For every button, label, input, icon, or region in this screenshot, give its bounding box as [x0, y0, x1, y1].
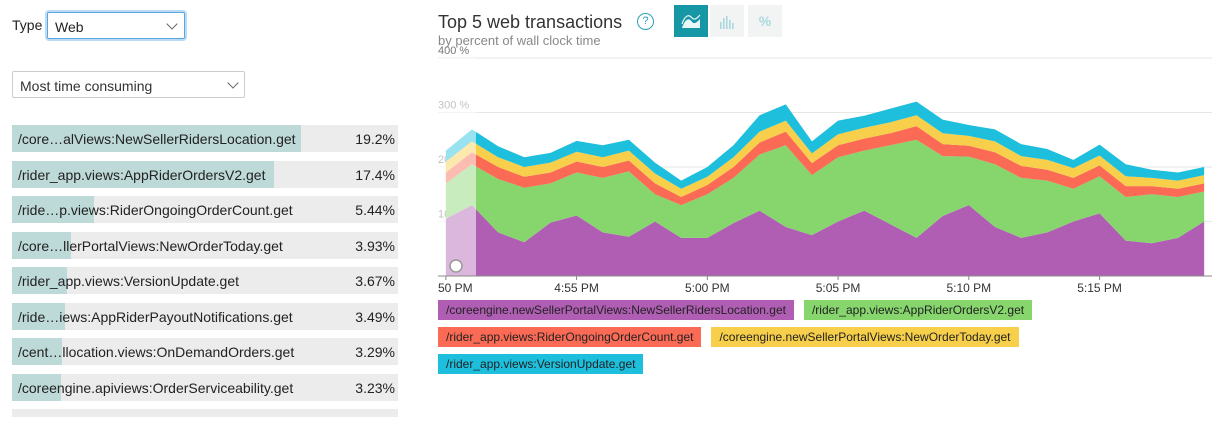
- transaction-percent: 3.49%: [355, 308, 395, 325]
- transaction-name: /ride…iews:AppRiderPayoutNotifications.g…: [18, 308, 293, 325]
- transaction-name: /core…llerPortalViews:NewOrderToday.get: [18, 237, 283, 254]
- transaction-percent: 17.4%: [355, 166, 395, 183]
- area-series: [445, 115, 1205, 197]
- transaction-percent: 3.67%: [355, 273, 395, 289]
- transaction-name: /cent…llocation.views:OnDemandOrders.get: [18, 344, 295, 360]
- transaction-share-bar: [12, 231, 71, 259]
- area-series: [445, 126, 1205, 206]
- transaction-row[interactable]: /cent…llocation.views:OnDemandOrders.get…: [12, 338, 398, 365]
- transaction-percent: 5.44%: [355, 202, 395, 218]
- chart-subtitle: by percent of wall clock time: [438, 33, 601, 48]
- x-tick-label: 5:05 PM: [816, 281, 861, 295]
- transaction-row[interactable]: /core…alViews:NewSellerRidersLocation.ge…: [12, 125, 398, 152]
- transaction-share-bar: [12, 302, 65, 330]
- x-tick-label: 50 PM: [438, 281, 473, 295]
- type-select[interactable]: Web: [47, 12, 185, 39]
- transaction-name: /rider_app.views:VersionUpdate.get: [18, 273, 240, 289]
- x-tick-label: 5:10 PM: [946, 281, 991, 295]
- transaction-share-bar: [12, 338, 62, 365]
- legend-item[interactable]: /coreengine.newSellerPortalViews:NewSell…: [438, 300, 794, 320]
- transaction-row[interactable]: /core…llerPortalViews:NewOrderToday.get 3…: [12, 231, 398, 259]
- transaction-name: /core…alViews:NewSellerRidersLocation.ge…: [18, 131, 296, 147]
- selection-overlay: [438, 58, 476, 276]
- sort-select-value: Most time consuming: [20, 78, 153, 94]
- transaction-row[interactable]: /rider_app.views:AppRiderOrdersV2.get 17.…: [12, 160, 398, 188]
- y-tick-label: 400 %: [438, 45, 469, 57]
- transaction-share-bar: [12, 160, 274, 188]
- x-tick-label: 4:55 PM: [554, 281, 599, 295]
- transaction-share-bar: [12, 267, 67, 294]
- transaction-row[interactable]: /rider_app.views:VersionUpdate.get 3.67%: [12, 267, 398, 294]
- bar-chart-view-button[interactable]: [710, 5, 744, 37]
- transaction-percent: 3.29%: [355, 344, 395, 360]
- sort-select[interactable]: Most time consuming: [12, 71, 245, 98]
- area-series: [445, 205, 1205, 276]
- x-tick-label: 5:00 PM: [685, 281, 730, 295]
- transaction-name: /ride…p.views:RiderOngoingOrderCount.get: [18, 202, 293, 218]
- chart-title: Top 5 web transactions: [438, 12, 623, 32]
- legend-item[interactable]: /rider_app.views:RiderOngoingOrderCount.…: [438, 327, 702, 347]
- drag-handle-icon: [449, 259, 463, 273]
- area-series: [445, 101, 1205, 189]
- transaction-row[interactable]: /ride…p.views:RiderOngoingOrderCount.get…: [12, 196, 398, 223]
- transaction-row[interactable]: /ride…iews:AppRiderPayoutNotifications.g…: [12, 302, 398, 330]
- area-chart-icon: [681, 14, 701, 28]
- area-series: [445, 139, 1205, 244]
- x-tick-label: 5:15 PM: [1077, 281, 1122, 295]
- help-icon[interactable]: ?: [637, 13, 654, 30]
- transaction-row[interactable]: /coreengine.apiviews:OrderServiceability…: [12, 373, 398, 401]
- bar-chart-icon: [720, 16, 734, 29]
- transaction-share-bar: [12, 373, 61, 401]
- legend-item[interactable]: /coreengine.newSellerPortalViews:NewOrde…: [711, 327, 1019, 347]
- percent-view-button[interactable]: %: [748, 5, 782, 37]
- transaction-name: /rider_app.views:AppRiderOrdersV2.get: [18, 166, 266, 183]
- transaction-percent: 3.23%: [355, 379, 395, 396]
- transaction-row[interactable]: [12, 409, 398, 417]
- type-select-value: Web: [55, 19, 84, 35]
- transaction-percent: 3.93%: [355, 237, 395, 254]
- transaction-name: /coreengine.apiviews:OrderServiceability…: [18, 379, 294, 396]
- legend-item[interactable]: /rider_app.views:AppRiderOrdersV2.get: [803, 300, 1033, 320]
- type-label: Type: [12, 17, 43, 33]
- transaction-share-bar: [12, 196, 94, 223]
- area-chart-view-button[interactable]: [674, 5, 708, 37]
- transaction-share-bar: [12, 125, 301, 152]
- legend-item[interactable]: /rider_app.views:VersionUpdate.get: [438, 354, 644, 374]
- transaction-percent: 19.2%: [355, 131, 395, 147]
